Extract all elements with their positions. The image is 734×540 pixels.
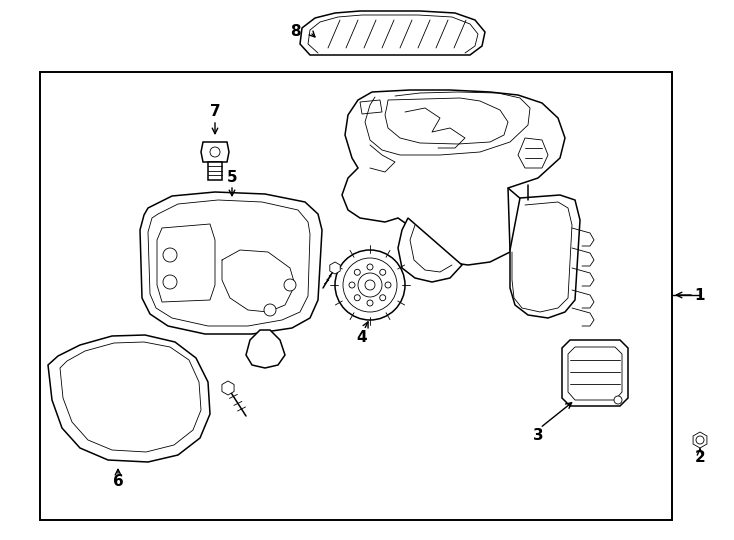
- Polygon shape: [342, 90, 565, 265]
- Circle shape: [367, 300, 373, 306]
- Text: 6: 6: [112, 475, 123, 489]
- Circle shape: [163, 248, 177, 262]
- Text: 5: 5: [227, 171, 237, 186]
- Polygon shape: [246, 330, 285, 368]
- Text: 3: 3: [533, 428, 543, 442]
- Circle shape: [614, 396, 622, 404]
- Circle shape: [365, 280, 375, 290]
- Circle shape: [264, 304, 276, 316]
- Circle shape: [284, 279, 296, 291]
- Polygon shape: [222, 381, 234, 395]
- Circle shape: [379, 269, 386, 275]
- Circle shape: [379, 295, 386, 301]
- Circle shape: [349, 282, 355, 288]
- Text: 1: 1: [695, 287, 705, 302]
- Text: 8: 8: [290, 24, 300, 39]
- Text: 2: 2: [694, 450, 705, 465]
- Polygon shape: [48, 335, 210, 462]
- Circle shape: [343, 258, 397, 312]
- Circle shape: [210, 147, 220, 157]
- Circle shape: [355, 295, 360, 301]
- Polygon shape: [140, 192, 322, 334]
- Circle shape: [696, 436, 704, 444]
- Circle shape: [385, 282, 391, 288]
- Polygon shape: [300, 11, 485, 55]
- Polygon shape: [208, 162, 222, 180]
- Polygon shape: [330, 262, 340, 274]
- Polygon shape: [693, 432, 707, 448]
- Circle shape: [367, 264, 373, 270]
- Circle shape: [358, 273, 382, 297]
- Text: 7: 7: [210, 105, 220, 119]
- Bar: [40, 72, 672, 520]
- Polygon shape: [398, 218, 462, 282]
- Text: 4: 4: [357, 330, 367, 346]
- Circle shape: [335, 250, 405, 320]
- Circle shape: [355, 269, 360, 275]
- Circle shape: [163, 275, 177, 289]
- Polygon shape: [562, 340, 628, 406]
- Polygon shape: [510, 195, 580, 318]
- Polygon shape: [201, 142, 229, 162]
